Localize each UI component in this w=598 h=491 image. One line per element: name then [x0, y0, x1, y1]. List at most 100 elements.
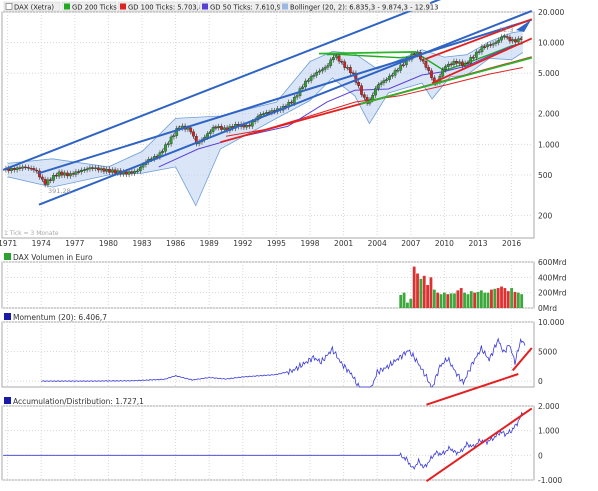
price-candle [169, 136, 173, 145]
ad-y-tick-label: 2.000 [538, 402, 560, 411]
price-candle [21, 166, 25, 169]
price-candle [444, 66, 447, 70]
price-candle [382, 80, 386, 84]
price-candle [57, 171, 61, 177]
price-candle [54, 175, 58, 177]
price-candle [91, 167, 95, 169]
price-candle [63, 172, 67, 176]
momentum-trend-line [511, 347, 533, 372]
price-candle [477, 51, 481, 54]
price-candle [301, 86, 305, 89]
price-candle [421, 59, 425, 62]
price-candle [133, 170, 137, 174]
legend-swatch [5, 3, 13, 10]
price-candle [362, 94, 366, 98]
legend-label: GD 100 Ticks: 5.703,8 [128, 3, 203, 11]
price-candle [500, 36, 503, 41]
volume-bar [419, 278, 423, 308]
volume-y-tick-label: 200Mrd [538, 289, 567, 298]
price-candle [455, 61, 459, 64]
high-value-annotation: 12.3 [499, 26, 513, 34]
price-candle [40, 176, 44, 180]
price-candle [388, 75, 391, 80]
legend-label: GD 200 Ticks [72, 3, 117, 11]
price-candle [516, 38, 520, 43]
price-candle [102, 168, 106, 172]
volume-bar [483, 292, 487, 308]
price-candle [376, 84, 380, 89]
volume-bar [476, 291, 480, 308]
price-candle [452, 61, 456, 65]
price-candle [113, 169, 117, 174]
x-tick-label: 2007 [401, 239, 420, 248]
volume-bar [473, 292, 477, 308]
volume-y-tick-label: 0Mrd [538, 304, 557, 313]
volume-bar [456, 290, 460, 308]
price-candle [172, 135, 176, 138]
volume-bar [399, 294, 403, 308]
price-candle [71, 173, 75, 175]
price-candle [161, 151, 165, 153]
price-candle [430, 70, 433, 78]
trend-line-blue [2, 0, 441, 171]
price-candle [96, 167, 100, 171]
volume-bar [513, 291, 517, 308]
price-candle [514, 39, 517, 43]
price-candle [491, 43, 495, 46]
price-candle [312, 75, 316, 77]
price-candle [264, 112, 268, 115]
volume-bar [479, 290, 483, 308]
volume-bar [439, 294, 443, 308]
price-candle [18, 167, 22, 169]
volume-bar [416, 273, 419, 308]
momentum-trend-line [426, 373, 519, 406]
price-candle [49, 179, 53, 181]
price-candle [360, 85, 363, 95]
volume-y-tick-label: 600Mrd [538, 258, 567, 267]
x-tick-label: 1971 [0, 239, 17, 248]
y-tick-label: 10.000 [538, 39, 564, 48]
price-candle [332, 57, 335, 61]
price-candle [130, 171, 134, 174]
price-candle [12, 168, 16, 171]
price-candle [108, 168, 111, 173]
legend-swatch [120, 3, 126, 10]
legend-item: GD 100 Ticks: 5.703,8 [117, 1, 203, 11]
price-candle [371, 94, 375, 100]
price-candle [290, 102, 293, 104]
price-candle [292, 97, 296, 104]
volume-bar [500, 286, 503, 308]
price-candle [127, 171, 131, 175]
price-candle [399, 64, 403, 71]
price-candle [136, 170, 139, 173]
price-candle [245, 124, 249, 128]
price-candle [262, 113, 265, 116]
price-candle [309, 76, 313, 81]
price-candle [497, 39, 501, 43]
trend-line-green [318, 51, 417, 55]
volume-bar [463, 292, 466, 308]
price-candle [138, 167, 142, 172]
price-candle [379, 82, 383, 85]
x-tick-label: 1992 [233, 239, 252, 248]
price-candle [66, 172, 69, 177]
price-candle [505, 36, 509, 38]
price-candle [508, 36, 512, 42]
legend-swatch [202, 3, 208, 10]
ad-y-tick-label: 0 [538, 451, 543, 460]
price-candle [208, 131, 212, 134]
volume-bar [496, 288, 500, 308]
price-candle [77, 171, 81, 173]
price-candle [519, 38, 523, 40]
volume-bar [459, 288, 463, 308]
volume-label: DAX Volumen in Euro [13, 253, 93, 262]
price-candle [449, 63, 453, 66]
trend-line-green [360, 56, 532, 105]
volume-bar [466, 294, 470, 308]
price-candle [68, 173, 72, 177]
ad-line [3, 411, 524, 471]
price-candle [295, 95, 299, 98]
price-candle [346, 67, 349, 69]
price-candle [24, 166, 27, 169]
